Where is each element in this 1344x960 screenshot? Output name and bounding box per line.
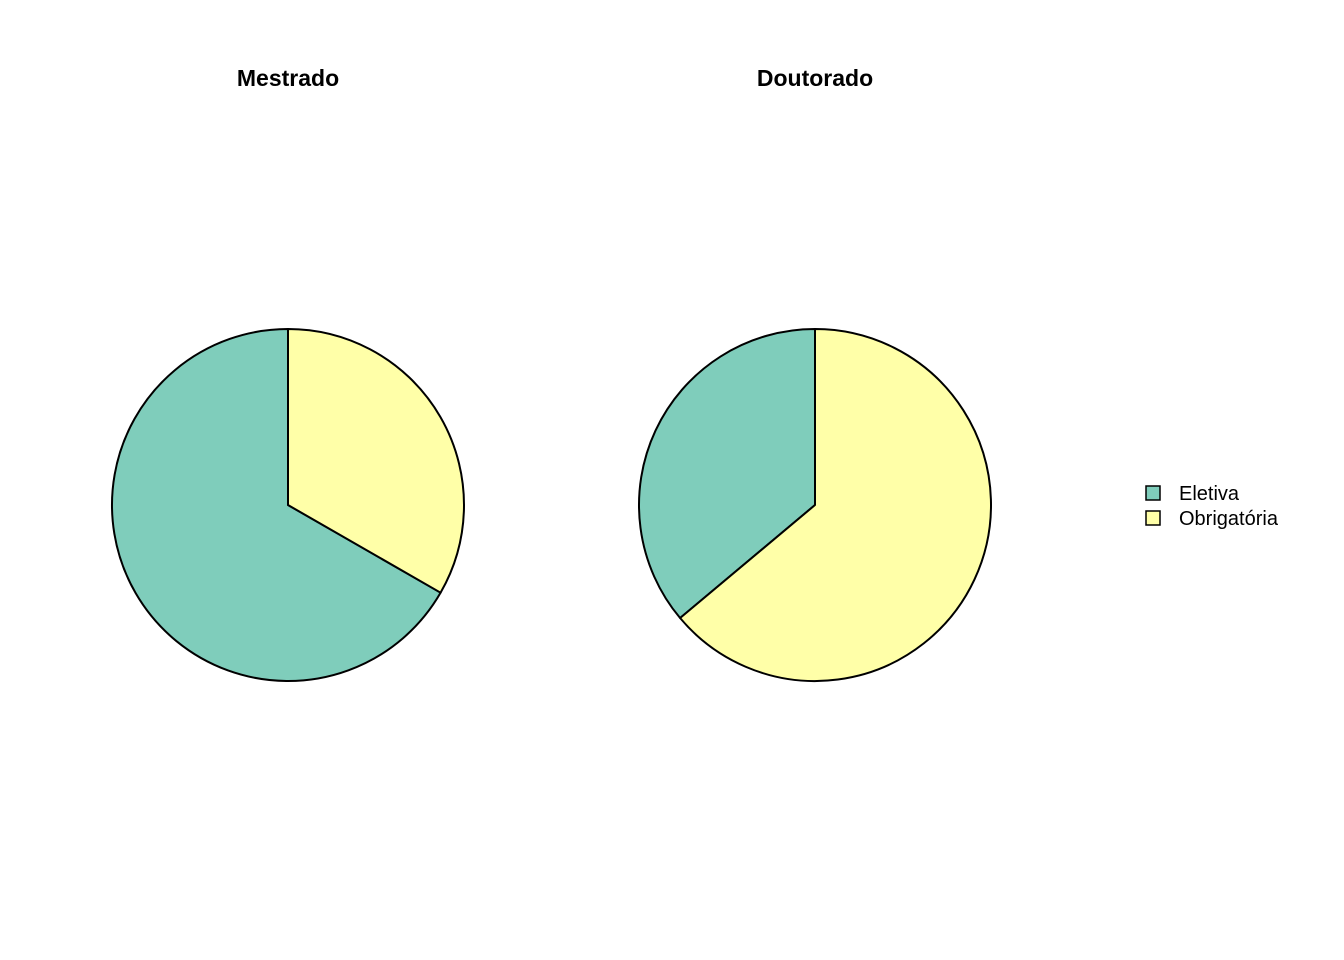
pie-slice-doutorado-obrigatoria bbox=[679, 328, 992, 682]
pie-slices-doutorado bbox=[638, 328, 992, 682]
pie-slice-mestrado-obrigatoria bbox=[287, 328, 465, 594]
pie-slice-mestrado-eletiva bbox=[110, 328, 442, 682]
legend-label-eletiva: Eletiva bbox=[1179, 483, 1240, 505]
pie-panel-doutorado: Doutorado bbox=[638, 65, 992, 682]
legend-item-eletiva: Eletiva bbox=[1145, 483, 1240, 505]
legend-key-obrigatoria bbox=[1145, 510, 1161, 526]
pie-slices-mestrado bbox=[110, 328, 465, 682]
pie-title-doutorado: Doutorado bbox=[757, 65, 873, 91]
legend-key-eletiva bbox=[1145, 485, 1161, 501]
legend: Eletiva Obrigatória bbox=[1145, 483, 1279, 530]
pie-panel-mestrado: Mestrado bbox=[110, 65, 465, 682]
pie-title-mestrado: Mestrado bbox=[237, 65, 339, 91]
legend-item-obrigatoria: Obrigatória bbox=[1145, 508, 1279, 530]
pie-slice-doutorado-eletiva bbox=[638, 328, 816, 620]
legend-label-obrigatoria: Obrigatória bbox=[1179, 508, 1279, 530]
